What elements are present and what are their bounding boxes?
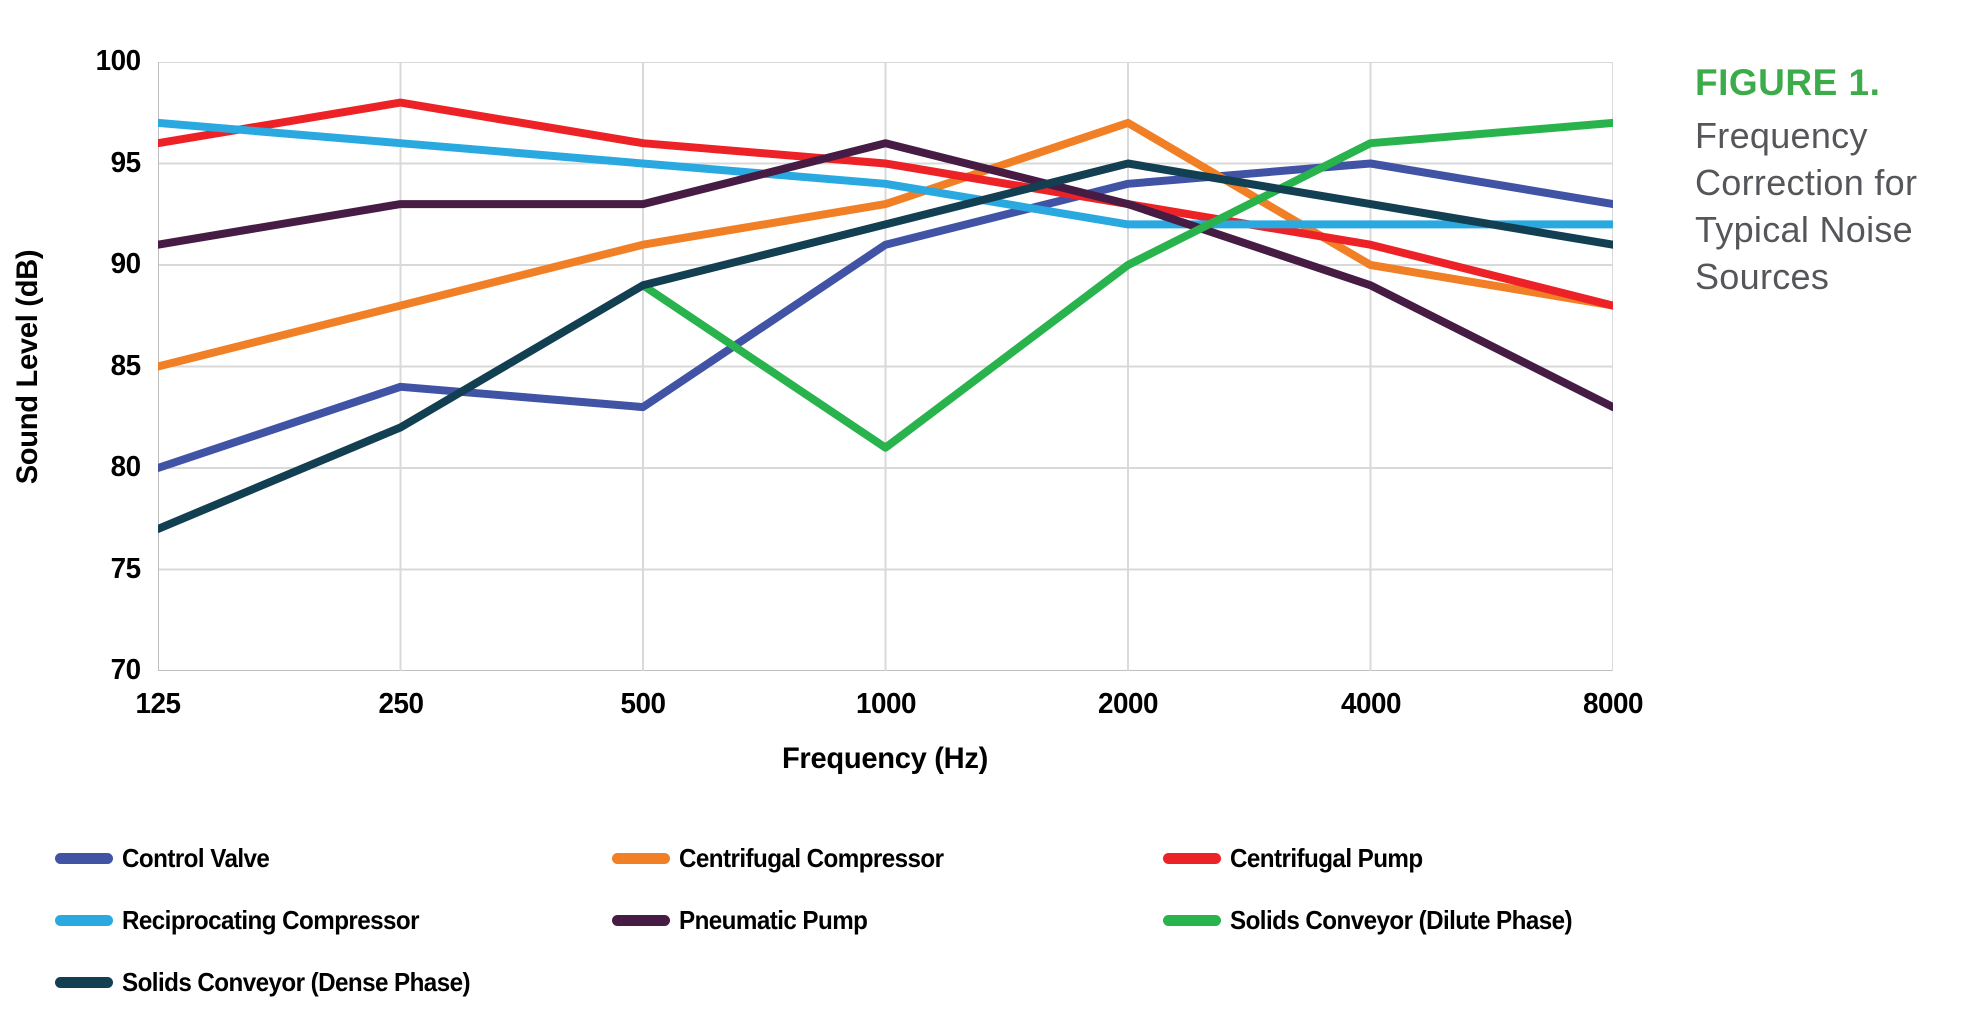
y-tick-label: 90 xyxy=(110,248,141,280)
legend-swatch xyxy=(612,852,670,864)
y-tick-label: 75 xyxy=(110,552,141,585)
legend-swatch xyxy=(55,914,113,926)
legend-swatch xyxy=(55,852,113,864)
legend-item: Solids Conveyor (Dilute Phase) xyxy=(1163,905,1598,935)
legend-label: Pneumatic Pump xyxy=(679,904,868,935)
x-tick-label: 250 xyxy=(377,688,423,720)
legend-item: Pneumatic Pump xyxy=(612,905,882,935)
legend-item: Centrifugal Compressor xyxy=(612,843,963,873)
series-line-pneumatic-pump xyxy=(158,139,1613,412)
legend-label: Control Valve xyxy=(122,842,270,873)
caption-line: Frequency xyxy=(1695,115,1868,156)
y-tick-label: 85 xyxy=(110,349,141,382)
legend-swatch xyxy=(1163,914,1221,926)
legend-swatch xyxy=(55,976,113,988)
x-tick-label: 8000 xyxy=(1582,688,1643,720)
series-line-solids-conveyor-dense-phase xyxy=(158,159,1613,533)
x-tick-label: 1000 xyxy=(855,688,916,720)
caption-line: Typical Noise xyxy=(1695,209,1913,250)
plot-area xyxy=(158,62,1613,671)
legend-label: Reciprocating Compressor xyxy=(122,904,420,935)
figure-caption: FIGURE 1. Frequency Correction for Typic… xyxy=(1695,62,1965,300)
legend-item: Reciprocating Compressor xyxy=(55,905,441,935)
legend-label: Solids Conveyor (Dilute Phase) xyxy=(1230,904,1573,935)
y-tick-label: 95 xyxy=(110,146,141,179)
y-tick-label: 100 xyxy=(95,45,141,77)
series-line-solids-conveyor-dilute-phase xyxy=(639,118,1613,452)
y-tick-label: 70 xyxy=(110,654,141,686)
legend-label: Centrifugal Compressor xyxy=(679,842,944,873)
x-tick-label: 4000 xyxy=(1340,688,1401,720)
legend-item: Centrifugal Pump xyxy=(1163,843,1437,873)
x-tick-label: 500 xyxy=(620,688,666,720)
x-axis-title: Frequency (Hz) xyxy=(781,742,989,775)
legend-label: Solids Conveyor (Dense Phase) xyxy=(122,966,471,997)
x-tick-label: 125 xyxy=(135,688,181,720)
legend-item: Solids Conveyor (Dense Phase) xyxy=(55,967,496,997)
legend-swatch xyxy=(612,914,670,926)
series-line-control-valve xyxy=(158,159,1613,472)
series-line-centrifugal-compressor xyxy=(158,118,1613,371)
series-line-centrifugal-pump xyxy=(158,98,1613,310)
legend-item: Control Valve xyxy=(55,843,280,873)
line-chart xyxy=(158,62,1613,671)
legend-label: Centrifugal Pump xyxy=(1230,842,1423,873)
legend-swatch xyxy=(1163,852,1221,864)
y-tick-label: 80 xyxy=(110,451,141,483)
x-tick-label: 2000 xyxy=(1097,688,1158,720)
caption-line: Sources xyxy=(1695,256,1830,297)
figure-label: FIGURE 1. xyxy=(1695,62,1881,103)
caption-line: Correction for xyxy=(1695,162,1918,203)
series-line-reciprocating-compressor xyxy=(158,118,1613,229)
